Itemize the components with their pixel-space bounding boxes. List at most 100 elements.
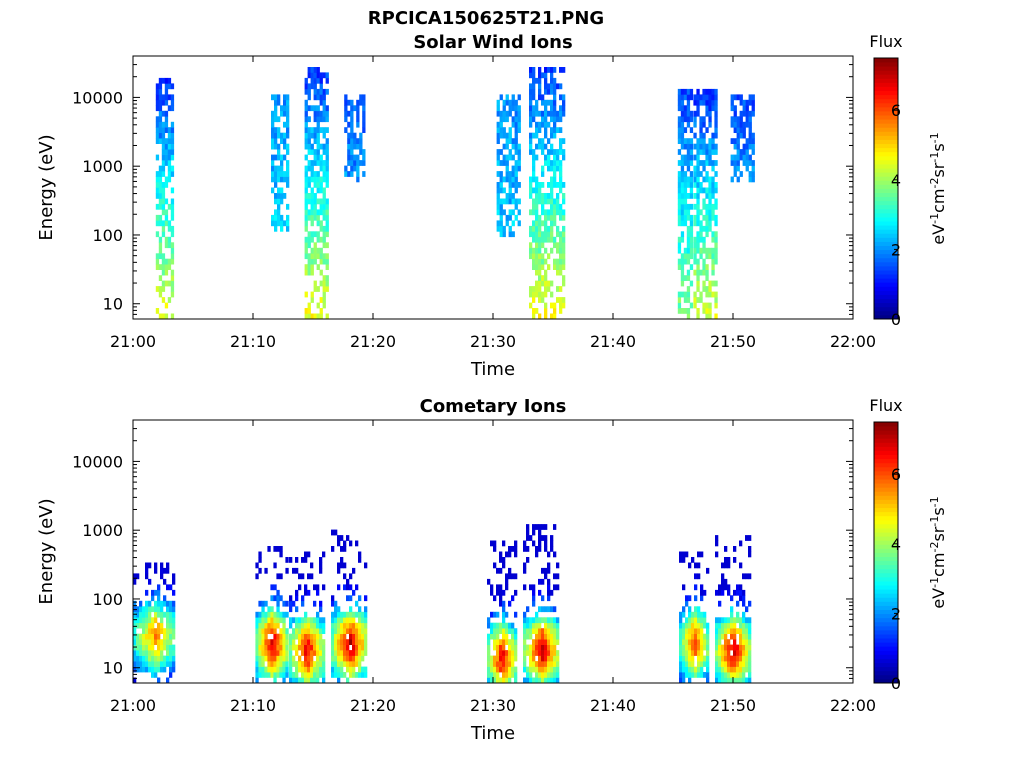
- heatmap-cell: [298, 655, 302, 662]
- heatmap-cell: [285, 633, 289, 640]
- heatmap-cell: [304, 247, 308, 254]
- heatmap-cell: [696, 143, 700, 150]
- heatmap-cell: [511, 644, 515, 651]
- heatmap-cells: [155, 67, 755, 320]
- heatmap-cell: [307, 628, 311, 634]
- heatmap-cell: [559, 149, 563, 155]
- heatmap-cell: [164, 154, 169, 161]
- heatmap-cell: [319, 253, 323, 260]
- heatmap-cell: [553, 176, 557, 183]
- heatmap-cell: [502, 198, 506, 205]
- heatmap-cell: [715, 589, 719, 596]
- heatmap-cell: [733, 622, 737, 629]
- heatmap-cell: [170, 138, 175, 144]
- heatmap-cell: [511, 116, 515, 123]
- heatmap-cell: [517, 110, 521, 117]
- heatmap-cell: [322, 622, 326, 629]
- heatmap-cell: [164, 176, 169, 183]
- heatmap-cell: [730, 622, 734, 629]
- heatmap-cell: [556, 160, 560, 166]
- heatmap-cell: [680, 236, 685, 243]
- heatmap-cell: [151, 589, 155, 596]
- heatmap-cell: [355, 633, 359, 640]
- heatmap-cell: [523, 661, 527, 667]
- heatmap-cell: [283, 99, 287, 106]
- heatmap-cell: [730, 606, 734, 613]
- heatmap-cell: [683, 308, 688, 314]
- heatmap-cell: [705, 291, 709, 298]
- heatmap-cell: [319, 209, 323, 216]
- heatmap-cell: [355, 540, 359, 547]
- heatmap-cell: [271, 176, 275, 183]
- heatmap-cell: [544, 650, 548, 656]
- heatmap-cell: [340, 617, 344, 624]
- heatmap-cell: [708, 220, 712, 227]
- heatmap-cell: [307, 650, 311, 656]
- heatmap-cell: [161, 143, 166, 150]
- heatmap-cell: [271, 94, 275, 101]
- heatmap-cell: [163, 611, 167, 618]
- heatmap-cell: [304, 264, 308, 270]
- heatmap-cell: [535, 546, 539, 552]
- heatmap-cell: [677, 242, 682, 249]
- heatmap-cell: [271, 121, 275, 128]
- heatmap-cell: [499, 160, 503, 166]
- heatmap-cell: [559, 231, 563, 238]
- heatmap-cell: [505, 622, 509, 629]
- heatmap-cell: [487, 622, 491, 629]
- heatmap-cell: [319, 165, 323, 172]
- heatmap-cell: [161, 297, 166, 303]
- heatmap-cell: [708, 182, 712, 188]
- heatmap-cell: [295, 633, 299, 640]
- heatmap-cell: [148, 606, 152, 613]
- heatmap-cell: [532, 308, 536, 314]
- heatmap-cell: [295, 595, 299, 602]
- heatmap-cell: [170, 83, 175, 90]
- heatmap-cell: [310, 105, 314, 112]
- heatmap-cell: [538, 628, 542, 634]
- heatmap-cell: [307, 302, 311, 309]
- heatmap-cell: [496, 650, 500, 656]
- heatmap-cell: [559, 67, 563, 73]
- heatmap-cell: [157, 655, 161, 662]
- heatmap-cell: [349, 573, 353, 580]
- heatmap-cell: [154, 672, 158, 678]
- heatmap-cell: [133, 655, 137, 662]
- heatmap-cell: [517, 149, 521, 155]
- heatmap-cell: [682, 644, 686, 651]
- colorbar-segment: [874, 617, 898, 623]
- heatmap-cell: [316, 171, 320, 177]
- heatmap-cell: [514, 160, 518, 166]
- heatmap-cell: [316, 650, 320, 656]
- heatmap-cell: [556, 655, 560, 662]
- heatmap-cell: [700, 622, 704, 629]
- heatmap-cell: [310, 291, 314, 298]
- heatmap-cell: [547, 578, 551, 585]
- heatmap-cell: [151, 666, 155, 673]
- heatmap-cell: [736, 132, 740, 139]
- heatmap-cell: [724, 578, 728, 585]
- heatmap-cell: [699, 253, 703, 260]
- heatmap-cell: [686, 242, 691, 249]
- heatmap-cell: [258, 622, 262, 629]
- heatmap-cell: [276, 644, 280, 651]
- heatmap-cell: [271, 138, 275, 144]
- heatmap-cell: [158, 198, 163, 205]
- heatmap-cell: [139, 644, 143, 651]
- heatmap-cell: [529, 116, 533, 123]
- heatmap-cell: [319, 220, 323, 227]
- heatmap-cell: [688, 617, 692, 624]
- heatmap-cell: [553, 666, 557, 673]
- heatmap-cell: [304, 666, 308, 673]
- heatmap-cell: [730, 628, 734, 634]
- heatmap-cell: [313, 661, 317, 667]
- heatmap-cell: [550, 628, 554, 634]
- heatmap-cell: [148, 644, 152, 651]
- colorbar-segment: [874, 245, 898, 251]
- heatmap-cell: [559, 105, 563, 112]
- heatmap-cell: [145, 567, 149, 574]
- heatmap-cell: [538, 297, 542, 303]
- heatmap-cell: [347, 160, 351, 166]
- heatmap-cell: [736, 154, 740, 161]
- heatmap-cell: [307, 209, 311, 216]
